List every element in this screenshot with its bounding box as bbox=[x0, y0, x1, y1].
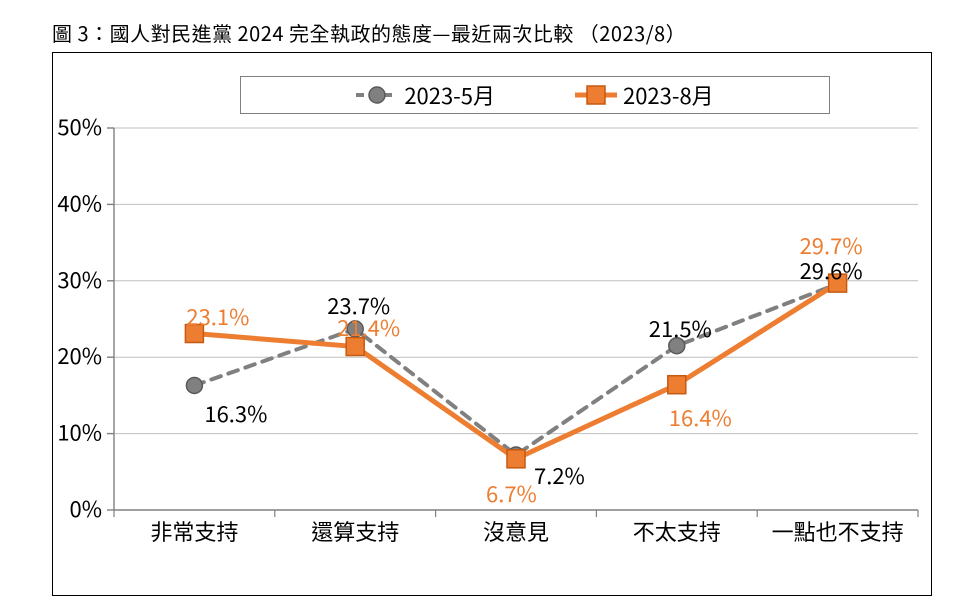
y-tick-label: 0% bbox=[70, 492, 102, 524]
y-tick-label: 40% bbox=[57, 186, 102, 218]
series-line-0 bbox=[194, 284, 837, 455]
x-tick-label: 非常支持 bbox=[150, 515, 238, 547]
x-tick-label: 沒意見 bbox=[483, 515, 549, 547]
data-label: 23.1% bbox=[186, 300, 249, 332]
legend-label: 2023-5月 bbox=[404, 79, 495, 111]
legend-label: 2023-8月 bbox=[623, 79, 714, 111]
series-line-1 bbox=[194, 283, 837, 459]
legend-item: 2023-8月 bbox=[575, 79, 714, 111]
x-tick-label: 還算支持 bbox=[311, 515, 399, 547]
series-marker-0 bbox=[186, 377, 202, 393]
legend-swatch-icon bbox=[356, 85, 398, 105]
legend-item: 2023-5月 bbox=[356, 79, 495, 111]
y-tick-label: 30% bbox=[57, 263, 102, 295]
x-tick-label: 一點也不支持 bbox=[772, 515, 904, 547]
y-tick-label: 10% bbox=[57, 416, 102, 448]
data-label: 29.7% bbox=[800, 229, 863, 261]
series-marker-1 bbox=[668, 376, 686, 394]
data-label: 7.2% bbox=[534, 459, 585, 491]
legend: 2023-5月 2023-8月 bbox=[240, 76, 830, 114]
series-marker-1 bbox=[507, 450, 525, 468]
page: 圖 3：國人對民進黨 2024 完全執政的態度—最近兩次比較 （2023/8） … bbox=[0, 0, 960, 614]
data-label: 6.7% bbox=[486, 477, 537, 509]
data-label: 21.4% bbox=[337, 311, 400, 343]
data-label: 21.5% bbox=[649, 312, 712, 344]
legend-swatch-icon bbox=[575, 85, 617, 105]
data-label: 16.4% bbox=[669, 401, 732, 433]
y-tick-label: 20% bbox=[57, 339, 102, 371]
data-label: 16.3% bbox=[204, 397, 267, 429]
x-tick-label: 不太支持 bbox=[633, 515, 721, 547]
y-tick-label: 50% bbox=[57, 110, 102, 142]
